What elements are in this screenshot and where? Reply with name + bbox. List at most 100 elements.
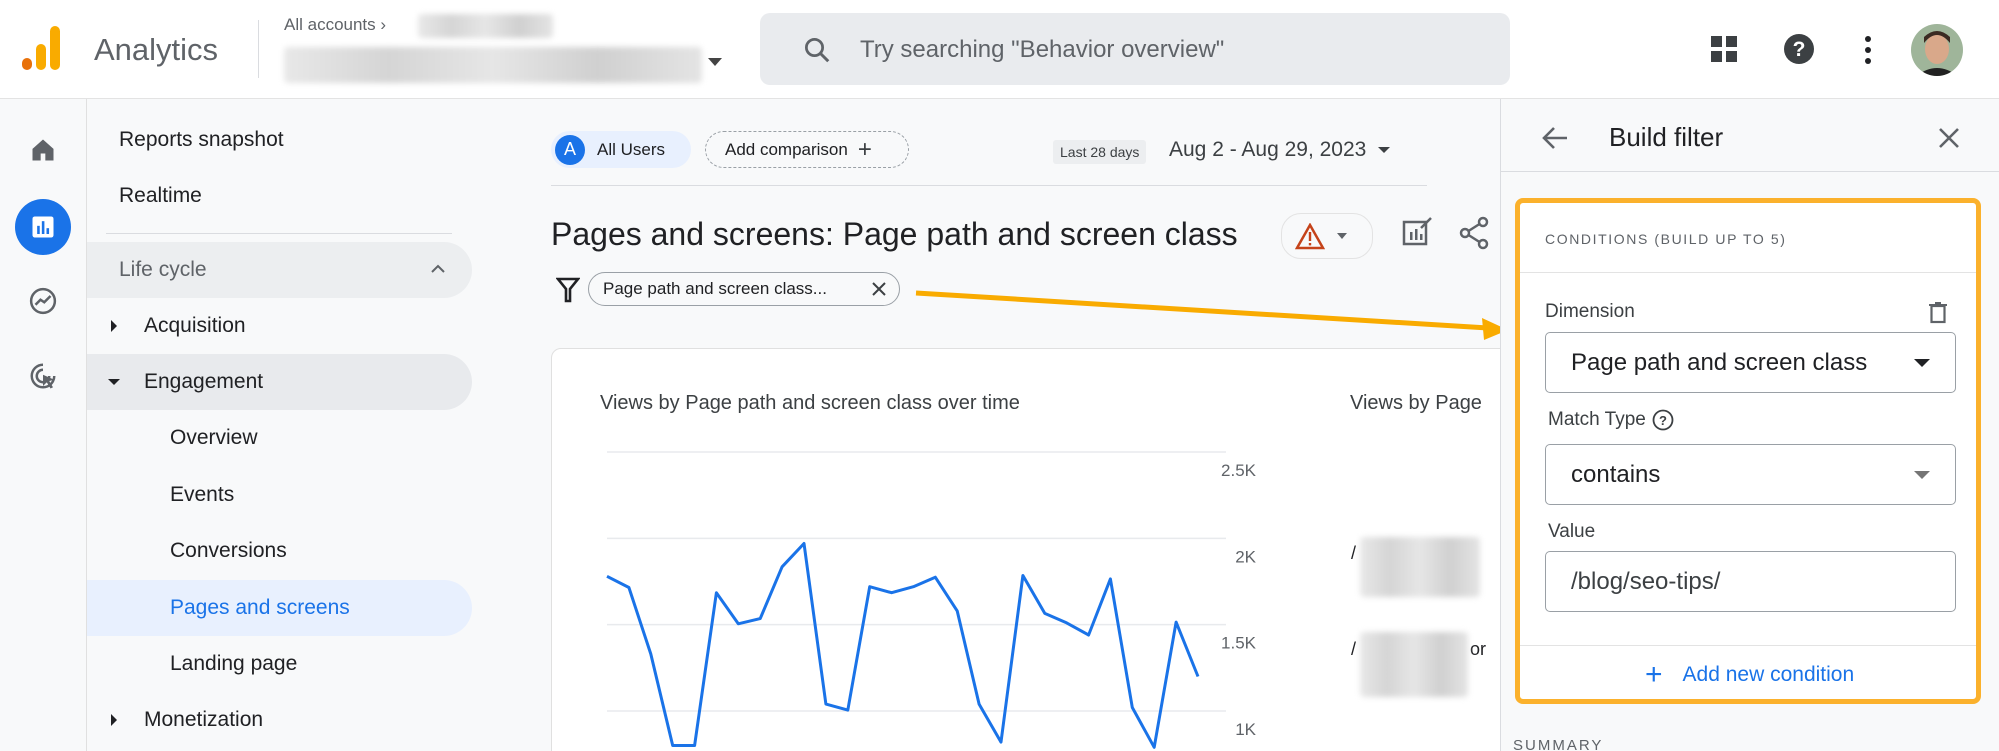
- data-point[interactable]: [1126, 702, 1138, 714]
- nav-monetization[interactable]: Monetization: [87, 692, 472, 748]
- search-placeholder: Try searching "Behavior overview": [860, 36, 1225, 63]
- nav-pages-and-screens[interactable]: Pages and screens: [87, 580, 472, 636]
- home-icon[interactable]: [19, 126, 67, 174]
- value-input[interactable]: /blog/seo-tips/: [1545, 551, 1956, 612]
- svg-text:?: ?: [1659, 413, 1667, 428]
- data-point[interactable]: [623, 582, 635, 594]
- chevron-up-icon: [431, 264, 445, 273]
- filter-chip-label: Page path and screen class...: [603, 279, 827, 298]
- blurred-account-name: [418, 14, 553, 38]
- match-type-text: Match Type: [1548, 409, 1646, 430]
- share-icon[interactable]: [1458, 216, 1490, 250]
- match-type-value: contains: [1571, 460, 1661, 488]
- data-point[interactable]: [907, 581, 919, 593]
- value-input-text: /blog/seo-tips/: [1571, 567, 1721, 595]
- data-point[interactable]: [754, 613, 766, 625]
- data-point[interactable]: [689, 740, 701, 751]
- svg-text:?: ?: [1793, 38, 1806, 61]
- help-outline-icon[interactable]: ?: [1652, 409, 1674, 431]
- data-point[interactable]: [842, 704, 854, 716]
- data-point[interactable]: [1192, 670, 1204, 682]
- account-breadcrumb[interactable]: All accounts ›: [284, 15, 386, 35]
- data-point[interactable]: [645, 648, 657, 660]
- nav-realtime[interactable]: Realtime: [87, 168, 472, 224]
- apps-grid-icon[interactable]: [1709, 34, 1739, 64]
- date-range-picker[interactable]: Aug 2 - Aug 29, 2023: [1169, 138, 1391, 162]
- nav-conversions[interactable]: Conversions: [87, 523, 472, 579]
- data-point[interactable]: [1083, 629, 1095, 641]
- data-point[interactable]: [973, 698, 985, 710]
- blurred-property-selector[interactable]: [284, 47, 702, 83]
- data-point[interactable]: [667, 740, 679, 751]
- conditions-card: CONDITIONS (BUILD UP TO 5) Dimension Pag…: [1515, 198, 1981, 704]
- data-point[interactable]: [864, 581, 876, 593]
- analytics-logo[interactable]: [20, 24, 64, 72]
- data-point[interactable]: [929, 571, 941, 583]
- delete-icon[interactable]: [1928, 302, 1948, 324]
- property-dropdown-icon[interactable]: [708, 58, 722, 66]
- data-point[interactable]: [1170, 616, 1182, 628]
- data-point[interactable]: [995, 736, 1007, 748]
- segment-chip-all-users[interactable]: A All Users: [551, 131, 691, 168]
- back-arrow-icon[interactable]: [1541, 125, 1569, 151]
- close-icon[interactable]: [1937, 126, 1961, 150]
- nav-reports-snapshot[interactable]: Reports snapshot: [87, 112, 472, 168]
- dropdown-icon: [1378, 147, 1391, 153]
- reports-icon[interactable]: [15, 199, 71, 255]
- add-new-condition-button[interactable]: + Add new condition: [1645, 658, 1854, 692]
- views-series-line[interactable]: [606, 542, 1200, 749]
- filter-chip[interactable]: Page path and screen class...: [588, 272, 900, 306]
- close-icon[interactable]: [871, 281, 887, 297]
- dropdown-icon: [1914, 359, 1930, 367]
- data-point[interactable]: [776, 561, 788, 573]
- data-point[interactable]: [886, 587, 898, 599]
- add-comparison-button[interactable]: Add comparison +: [705, 131, 909, 168]
- advertising-icon[interactable]: [19, 352, 67, 400]
- customize-report-icon[interactable]: [1401, 216, 1433, 248]
- data-point[interactable]: [710, 587, 722, 599]
- nav-engagement[interactable]: Engagement: [87, 354, 472, 410]
- chart-title: Views by Page path and screen class over…: [600, 392, 1020, 414]
- nav-label: Realtime: [119, 184, 202, 207]
- y-tick-label: 1K: [1235, 720, 1256, 739]
- avatar[interactable]: [1910, 23, 1964, 77]
- data-point[interactable]: [1017, 569, 1029, 581]
- chart-card: Views by Page path and screen class over…: [551, 348, 1551, 751]
- dimension-select[interactable]: Page path and screen class: [1545, 332, 1956, 393]
- data-point[interactable]: [1061, 617, 1073, 629]
- app-title: Analytics: [94, 32, 219, 67]
- match-type-select[interactable]: contains: [1545, 444, 1956, 505]
- data-point[interactable]: [1104, 573, 1116, 585]
- left-rail: [0, 99, 87, 751]
- nav-acquisition[interactable]: Acquisition: [87, 298, 472, 354]
- dropdown-icon: [1914, 471, 1930, 479]
- y-tick-label: 1.5K: [1221, 634, 1257, 653]
- data-quality-warning-button[interactable]: [1281, 213, 1373, 259]
- more-vert-icon[interactable]: [1860, 34, 1876, 66]
- nav-section-life-cycle[interactable]: Life cycle: [87, 242, 472, 298]
- data-point[interactable]: [601, 570, 613, 582]
- page-title: Pages and screens: Page path and screen …: [551, 216, 1238, 252]
- add-new-condition-label: Add new condition: [1682, 663, 1855, 686]
- explore-icon[interactable]: [19, 277, 67, 325]
- panel-title: Build filter: [1609, 122, 1724, 152]
- data-point[interactable]: [951, 605, 963, 617]
- data-point[interactable]: [732, 618, 744, 630]
- data-point[interactable]: [820, 698, 832, 710]
- help-icon[interactable]: ?: [1783, 33, 1815, 65]
- segment-label: All Users: [597, 139, 666, 159]
- panel-header-divider: [1501, 171, 1999, 172]
- nav-label: Landing page: [170, 652, 298, 675]
- nav-label: Life cycle: [119, 258, 207, 281]
- views-line-chart: 2.5K 2K 1.5K 1K: [601, 451, 1257, 751]
- nav-events[interactable]: Events: [87, 467, 472, 523]
- top-app-bar: Analytics All accounts › Try searching "…: [0, 0, 1999, 99]
- match-type-label: Match Type ?: [1548, 409, 1674, 431]
- summary-heading: SUMMARY: [1513, 737, 1604, 751]
- nav-overview[interactable]: Overview: [87, 410, 472, 466]
- search-input[interactable]: Try searching "Behavior overview": [760, 13, 1510, 85]
- nav-landing-page[interactable]: Landing page: [87, 636, 472, 692]
- data-point[interactable]: [798, 538, 810, 550]
- data-point[interactable]: [1039, 607, 1051, 619]
- y-tick-label: 2K: [1235, 547, 1256, 566]
